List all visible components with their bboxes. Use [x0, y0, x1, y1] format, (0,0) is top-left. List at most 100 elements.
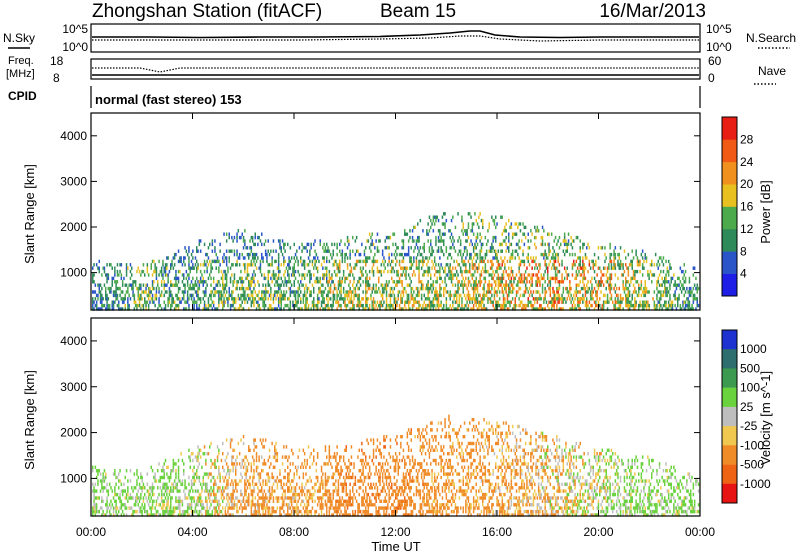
echo-cell	[240, 280, 242, 284]
echo-cell	[177, 465, 180, 469]
echo-cell	[181, 503, 184, 507]
echo-cell	[396, 259, 398, 264]
echo-cell	[316, 280, 319, 284]
echo-cell	[690, 290, 692, 294]
echo-cell	[101, 300, 103, 304]
echo-cell	[614, 303, 617, 308]
echo-cell	[179, 489, 181, 493]
echo-cell	[283, 503, 285, 507]
echo-cell	[510, 242, 513, 247]
echo-cell	[456, 293, 458, 298]
echo-cell	[225, 256, 228, 260]
echo-cell	[619, 307, 622, 311]
echo-cell	[391, 252, 393, 257]
echo-cell	[375, 286, 377, 291]
echo-cell	[297, 509, 299, 514]
echo-cell	[506, 246, 509, 250]
echo-cell	[506, 293, 509, 298]
echo-cell	[177, 479, 180, 483]
echo-cell	[303, 276, 306, 281]
echo-cell	[326, 269, 328, 274]
echo-cell	[609, 259, 611, 264]
echo-cell	[443, 239, 445, 243]
echo-cell	[688, 303, 691, 308]
echo-cell	[362, 259, 364, 264]
echo-cell	[293, 472, 295, 476]
echo-cell	[133, 307, 136, 311]
echo-cell	[587, 269, 589, 274]
echo-cell	[250, 290, 253, 294]
echo-cell	[547, 242, 549, 247]
echo-cell	[101, 499, 103, 503]
echo-cell	[206, 266, 208, 270]
echo-cell	[528, 286, 531, 291]
echo-cell	[241, 232, 243, 236]
echo-cell	[262, 492, 264, 497]
echo-cell	[157, 509, 159, 514]
echo-cell	[214, 513, 216, 517]
echo-cell	[134, 283, 137, 287]
echo-cell	[315, 266, 318, 270]
echo-cell	[264, 286, 267, 291]
echo-cell	[644, 283, 646, 287]
echo-cell	[502, 300, 505, 304]
echo-cell	[272, 297, 275, 301]
echo-cell	[418, 269, 420, 274]
echo-cell	[147, 496, 150, 500]
echo-cell	[493, 218, 496, 223]
echo-cell	[420, 259, 423, 264]
echo-cell	[313, 303, 315, 308]
echo-cell	[199, 509, 202, 514]
echo-cell	[138, 300, 141, 304]
echo-cell	[384, 239, 386, 243]
echo-cell	[281, 252, 284, 257]
echo-cell	[502, 229, 505, 233]
echo-cell	[591, 290, 593, 294]
echo-cell	[128, 293, 130, 298]
echo-cell	[582, 293, 584, 298]
echo-cell	[537, 297, 540, 301]
echo-cell	[210, 283, 212, 287]
echo-cell	[270, 276, 272, 281]
echo-cell	[346, 290, 349, 294]
echo-cell	[129, 469, 132, 473]
echo-cell	[392, 290, 394, 294]
echo-cell	[575, 283, 578, 287]
echo-cell	[283, 246, 285, 250]
echo-cell	[163, 462, 165, 466]
echo-cell	[214, 509, 216, 514]
echo-cell	[102, 475, 104, 480]
echo-cell	[480, 297, 483, 301]
echo-cell	[474, 300, 476, 304]
echo-cell	[253, 280, 255, 284]
echo-cell	[193, 475, 195, 480]
echo-cell	[303, 259, 306, 264]
echo-cell	[297, 263, 299, 267]
echo-cell	[652, 273, 654, 277]
echo-cell	[219, 283, 221, 287]
echo-cell	[548, 307, 550, 311]
echo-cell	[172, 469, 175, 473]
echo-cell	[198, 496, 201, 500]
echo-cell	[254, 232, 256, 236]
echo-cell	[474, 297, 476, 301]
echo-cell	[578, 283, 580, 287]
echo-cell	[127, 300, 129, 304]
echo-cell	[626, 293, 628, 298]
echo-cell	[127, 286, 129, 291]
echo-cell	[283, 259, 285, 264]
echo-cell	[511, 273, 514, 277]
echo-cell	[298, 293, 301, 298]
echo-cell	[142, 269, 145, 274]
echo-cell	[212, 482, 215, 486]
echo-cell	[587, 286, 589, 291]
echo-cell	[166, 509, 168, 514]
echo-cell	[435, 263, 437, 267]
echo-cell	[558, 300, 561, 304]
echo-cell	[480, 235, 483, 240]
echo-cell	[262, 482, 264, 486]
echo-cell	[276, 496, 279, 500]
echo-cell	[376, 266, 379, 270]
echo-cell	[323, 242, 325, 247]
